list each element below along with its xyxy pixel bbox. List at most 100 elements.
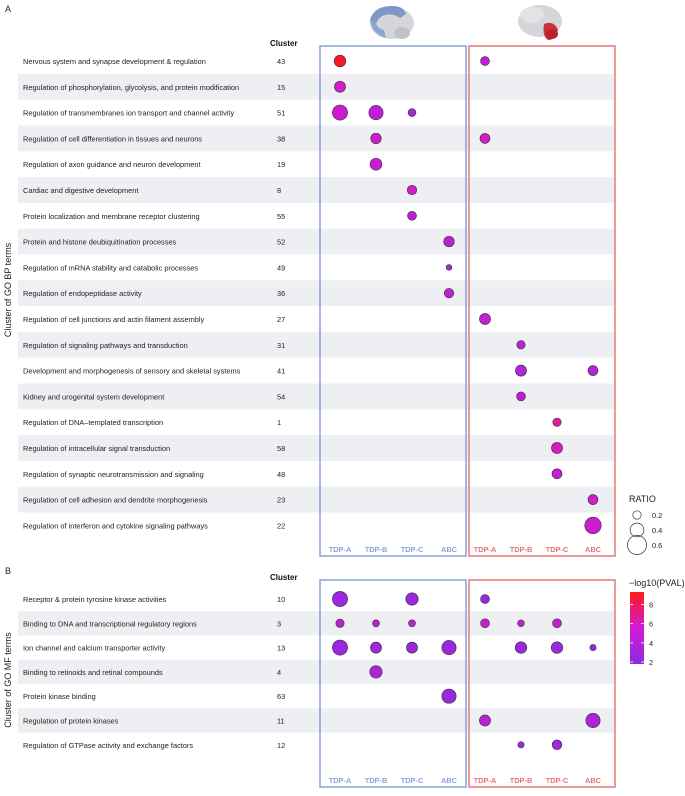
row-stripe — [18, 280, 614, 307]
x-tick-label: TDP-B — [510, 776, 533, 785]
cluster-id: 15 — [277, 83, 285, 92]
data-point — [369, 665, 383, 679]
data-point — [516, 340, 526, 350]
panel-label: A — [5, 4, 11, 14]
data-point — [407, 211, 417, 221]
row-stripe — [18, 383, 614, 410]
data-point — [587, 494, 599, 505]
x-tick-label: ABC — [585, 545, 602, 554]
data-point — [406, 641, 418, 654]
data-point — [515, 364, 527, 377]
term-label: Cardiac and digestive development — [23, 186, 138, 195]
data-point — [334, 80, 346, 93]
term-label: Protein and histone deubiquitination pro… — [23, 238, 177, 247]
right-group-box — [468, 45, 616, 557]
term-label: Ion channel and calcium transporter acti… — [23, 644, 165, 653]
data-point — [406, 184, 418, 196]
data-point — [332, 639, 348, 656]
data-point — [551, 442, 563, 454]
data-point — [445, 264, 453, 271]
x-tick-label: TDP-C — [401, 545, 424, 554]
cluster-id: 48 — [277, 470, 285, 479]
row-stripe — [18, 177, 614, 203]
x-tick-label: TDP-B — [365, 545, 388, 554]
row-stripe — [18, 125, 614, 152]
term-label: Regulation of signaling pathways and tra… — [23, 341, 188, 350]
x-tick-label: TDP-A — [329, 545, 352, 554]
data-point — [370, 641, 382, 654]
cluster-id: 55 — [277, 212, 285, 221]
data-point — [480, 618, 490, 629]
cluster-id: 52 — [277, 238, 285, 247]
term-label: Regulation of DNA–templated transcriptio… — [23, 418, 163, 427]
x-tick-label: TDP-A — [474, 545, 497, 554]
cluster-id: 8 — [277, 186, 281, 195]
data-point — [407, 108, 417, 117]
term-label: Regulation of synaptic neurotransmission… — [23, 470, 204, 479]
row-stripe — [18, 486, 614, 513]
y-axis-title: Cluster of GO BP terms — [3, 242, 13, 337]
cluster-id: 23 — [277, 496, 285, 505]
term-label: Regulation of mRNA stability and catabol… — [23, 263, 198, 272]
data-point — [369, 157, 383, 171]
cluster-id: 54 — [277, 392, 285, 401]
data-point — [589, 644, 597, 652]
data-point — [332, 591, 348, 607]
right-group-box — [468, 579, 616, 788]
cluster-id: 27 — [277, 315, 285, 324]
x-tick-label: TDP-B — [510, 545, 533, 554]
data-point — [405, 592, 419, 606]
cluster-id: 1 — [277, 418, 281, 427]
cluster-id: 41 — [277, 367, 285, 376]
panel-b: B Cluster Receptor & protein tyrosine kina… — [3, 566, 616, 788]
cluster-id: 31 — [277, 341, 285, 350]
x-tick-label: TDP-C — [546, 545, 569, 554]
cluster-id: 38 — [277, 134, 285, 143]
panel-a: A Cluster Nervous system and synapse devel… — [3, 4, 616, 557]
panel-label: B — [5, 566, 11, 576]
term-label: Binding to retinoids and retinal compoun… — [23, 668, 163, 677]
cluster-id: 43 — [277, 57, 285, 66]
data-point — [584, 516, 602, 534]
data-point — [517, 741, 525, 749]
cluster-id: 51 — [277, 109, 285, 118]
term-label: Regulation of cell junctions and actin f… — [23, 315, 204, 324]
cluster-id: 12 — [277, 741, 285, 750]
data-point — [585, 713, 601, 728]
data-point — [443, 288, 455, 299]
cluster-id: 22 — [277, 521, 285, 530]
row-stripe — [18, 331, 614, 358]
data-point — [441, 688, 457, 704]
ratio-legend-title: RATIO — [629, 494, 656, 504]
data-point — [587, 365, 599, 376]
data-point — [552, 618, 562, 629]
row-stripe — [18, 228, 614, 255]
data-point — [480, 594, 490, 604]
pval-colorbar — [630, 592, 644, 664]
cluster-id: 36 — [277, 289, 285, 298]
brain-illustration-right — [518, 5, 562, 40]
row-stripe — [18, 659, 614, 685]
data-point — [552, 417, 562, 427]
term-label: Development and morphogenesis of sensory… — [23, 367, 241, 376]
data-point — [332, 104, 348, 121]
term-label: Regulation of protein kinases — [23, 717, 119, 726]
data-point — [479, 714, 491, 727]
term-label: Regulation of cell differentiation in ti… — [23, 134, 202, 143]
cluster-id: 11 — [277, 717, 285, 726]
x-tick-label: TDP-B — [365, 776, 388, 785]
data-point — [479, 133, 491, 144]
cluster-id: 58 — [277, 444, 285, 453]
x-tick-label: ABC — [585, 776, 602, 785]
pval-tick-label: 6 — [649, 620, 653, 629]
pval-tick-label: 8 — [649, 600, 653, 609]
cluster-id: 49 — [277, 263, 285, 272]
data-point — [514, 641, 528, 654]
data-point — [372, 619, 380, 628]
ratio-legend-circle — [627, 535, 647, 555]
cluster-id: 10 — [277, 595, 285, 604]
pval-legend: −log10(PVAL) 2 4 6 8 — [629, 578, 685, 667]
data-point — [517, 619, 525, 627]
term-label: Regulation of phosphorylation, glycolysi… — [23, 83, 239, 92]
